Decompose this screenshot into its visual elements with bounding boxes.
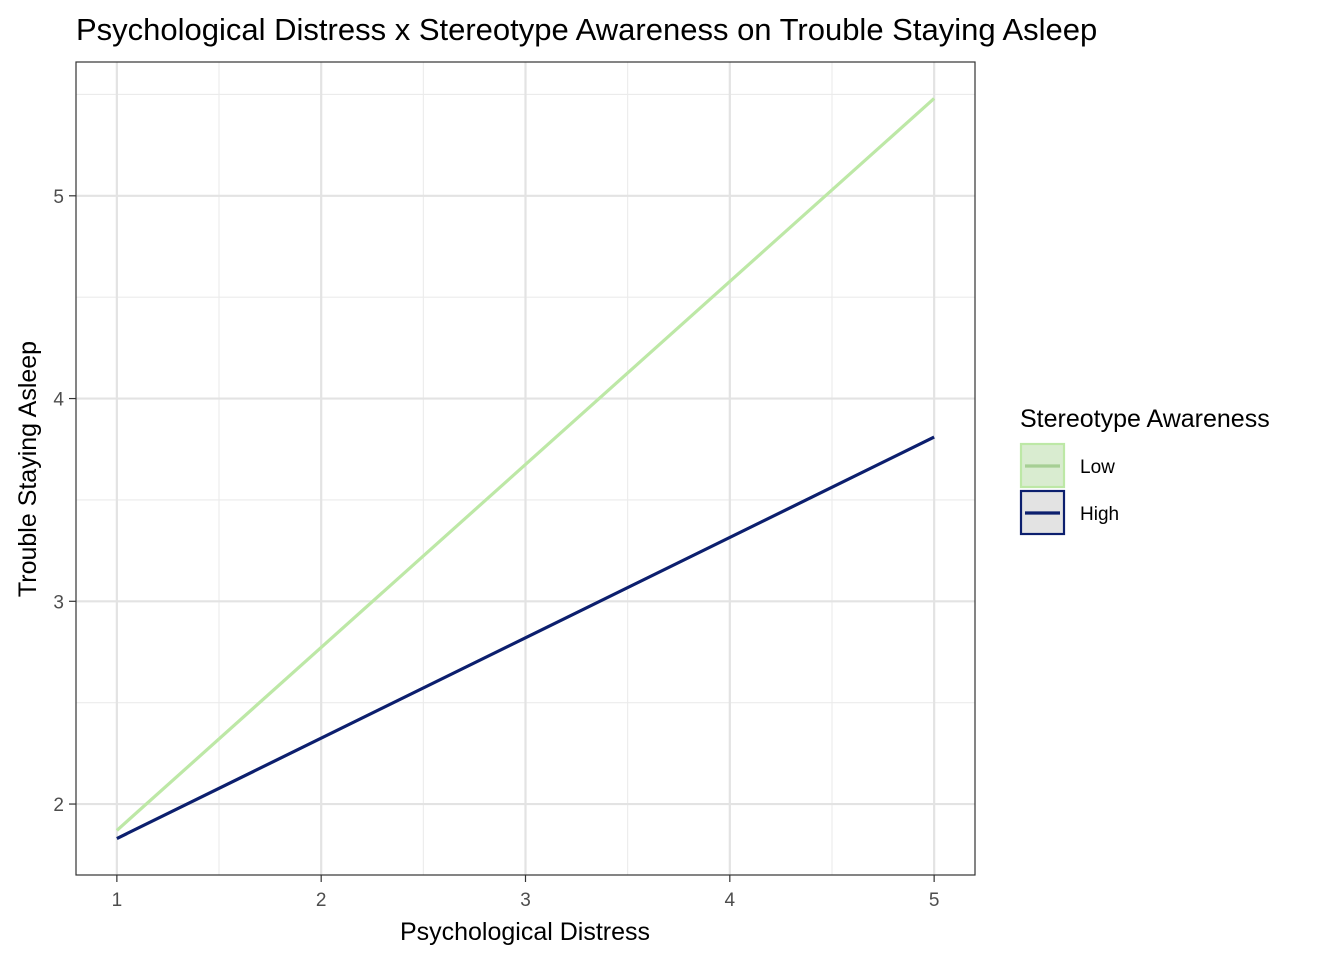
plot-panel	[75, 61, 976, 876]
x-axis-title: Psychological Distress	[400, 918, 650, 946]
y-tick-label: 3	[53, 592, 64, 613]
y-axis-title: Trouble Staying Asleep	[14, 341, 42, 597]
y-tick-label: 2	[53, 795, 64, 816]
chart-title: Psychological Distress x Stereotype Awar…	[76, 12, 1097, 47]
legend-title: Stereotype Awareness	[1020, 405, 1270, 433]
series-line-low	[115, 97, 936, 832]
x-tick-label: 2	[316, 890, 327, 911]
y-tick-label: 5	[53, 187, 64, 208]
x-tick-label: 1	[112, 890, 123, 911]
series-line-high	[116, 435, 935, 840]
legend-label-low: Low	[1080, 457, 1115, 478]
legend-label-high: High	[1080, 504, 1119, 525]
x-axis: 1 2 3 4 5	[112, 875, 940, 911]
legend: Stereotype Awareness Low High	[1019, 405, 1270, 536]
legend-items: Low High	[1019, 442, 1119, 536]
x-tick-label: 3	[520, 890, 531, 911]
y-tick-label: 4	[53, 390, 64, 411]
y-axis: 2 3 4 5	[53, 187, 76, 816]
x-tick-label: 5	[929, 890, 940, 911]
series-lines	[115, 97, 936, 840]
x-tick-label: 4	[725, 890, 736, 911]
